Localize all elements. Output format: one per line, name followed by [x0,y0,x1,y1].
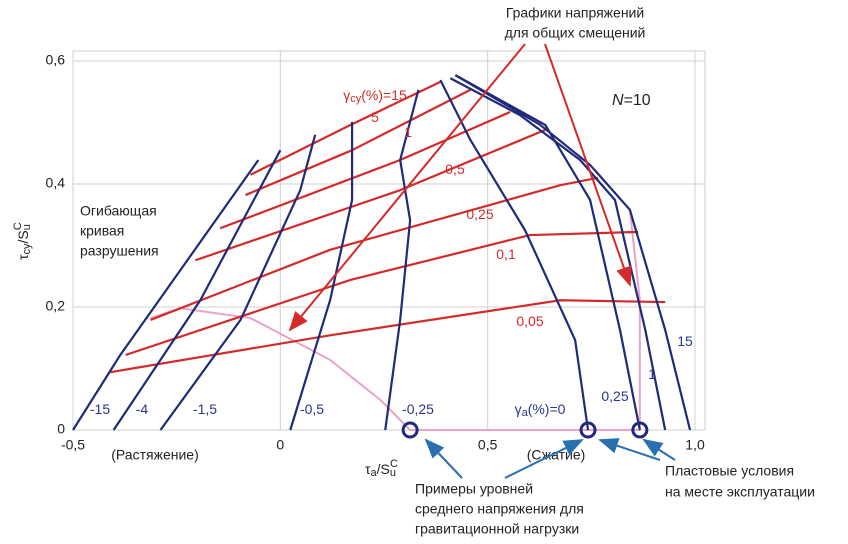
curve-label: 0,5 [445,161,465,177]
text-part: τ [15,254,31,260]
text-part: u [21,224,33,230]
n-value: =10 [624,92,651,109]
arrow [642,438,676,461]
curve-label-value: -4 [136,401,149,417]
arrow [288,43,526,332]
annotation: Пластовые условия [665,463,794,479]
y-tick-label: 0,2 [46,298,66,314]
annotation: (Сжатие) [527,447,586,463]
avg-strain-contour [112,149,282,431]
annotation: (Растяжение) [111,447,198,463]
curve-label: -15 [90,401,110,417]
x-tick-label: 1,0 [685,437,705,453]
annotation: для общих смещений [505,25,646,41]
shear-strain-contour [249,80,441,176]
text-part: cy [21,243,33,255]
avg-strain-contour [384,89,420,431]
curve-label: γa(%)=0 [515,401,566,420]
text-part: (%)= [361,87,391,103]
plot-frame [72,50,706,431]
curve-label: 15 [677,333,693,349]
text-part: γ [343,87,350,103]
text-part: a [371,467,378,479]
text-part: /S [15,230,31,243]
y-tick-label: 0,6 [46,52,66,68]
x-axis-label: τa/SuC [365,458,398,479]
annotation: Огибающая [80,203,157,219]
curve-label-value: -0,5 [300,401,324,417]
x-tick-label: 0,5 [478,437,498,453]
text-part: C [12,222,24,230]
curve-label-value: -1,5 [193,401,217,417]
curve-label: 0,05 [516,313,543,329]
curve-label: 1 [404,124,412,140]
curve-label-value: 0,25 [466,206,493,222]
curve-label: 0,1 [496,246,516,262]
highlight-point [579,421,597,439]
avg-strain-contour [159,134,317,431]
curve-label-value: 0,05 [516,313,543,329]
curve-label-value: 5 [371,109,379,125]
avg-strain-contour [289,121,354,431]
curve-label-value: 15 [391,87,407,103]
annotation: среднего напряжения для [415,501,584,517]
arrow [598,438,661,461]
text-part: u [390,467,396,479]
curve-label-value: 0,1 [496,246,516,262]
n-label: N=10 [612,92,651,109]
shear-strain-contour [245,88,471,197]
y-tick-label: 0 [57,421,65,437]
curve-label: 1 [648,366,656,382]
avg-strain-contour [454,74,641,431]
arrow [504,439,584,479]
annotation: разрушения [80,243,159,259]
annotation: Графики напряжений [506,5,644,21]
curve-label-value: 0,5 [445,161,465,177]
shear-strain-contour [125,230,639,357]
curve-label-value: -15 [90,401,110,417]
annotation: Примеры уровней [415,481,533,497]
avg-strain-contour [72,159,260,431]
arrow [544,43,632,287]
curve-label-value: 1 [404,124,412,140]
annotation: кривая [80,223,124,239]
highlight-point [631,421,649,439]
text-part: τ [365,461,371,477]
shear-strain-contour [194,128,546,262]
annotation: на месте эксплуатации [665,484,815,500]
curve-label-value: 0,25 [601,388,628,404]
avg-strain-contour [439,79,590,431]
curve-label: 0,25 [601,388,628,404]
text-part: a [522,407,529,419]
curve-label: 5 [371,109,379,125]
text-part: C [390,458,398,470]
text-part: /S [377,461,390,477]
curve-label-value: 1 [648,366,656,382]
curve-label-value: 15 [677,333,693,349]
text-part: cy [350,93,362,105]
curve-label-value: -0,25 [402,401,434,417]
y-axis-label: τcy/SuC [12,222,33,260]
curve-label: -0,5 [300,401,324,417]
failure-envelope [150,169,641,431]
y-tick-label: 0,4 [46,175,66,191]
text-part: (%)= [528,401,558,417]
avg-strain-contour [454,74,692,431]
curve-label: -0,25 [402,401,434,417]
highlight-point [401,421,419,439]
curve-label-value: 0 [558,401,566,417]
avg-strain-contour [449,77,667,431]
n-var: N [612,92,624,109]
annotation: гравитационной нагрузки [415,521,579,537]
arrow [424,438,463,479]
curve-label: -4 [136,401,149,417]
curve-label: 0,25 [466,206,493,222]
curve-label: -1,5 [193,401,217,417]
x-tick-label: -0,5 [61,437,85,453]
curve-label: γcy(%)=15 [343,87,407,106]
text-part: γ [515,401,522,417]
x-tick-label: 0 [276,437,284,453]
